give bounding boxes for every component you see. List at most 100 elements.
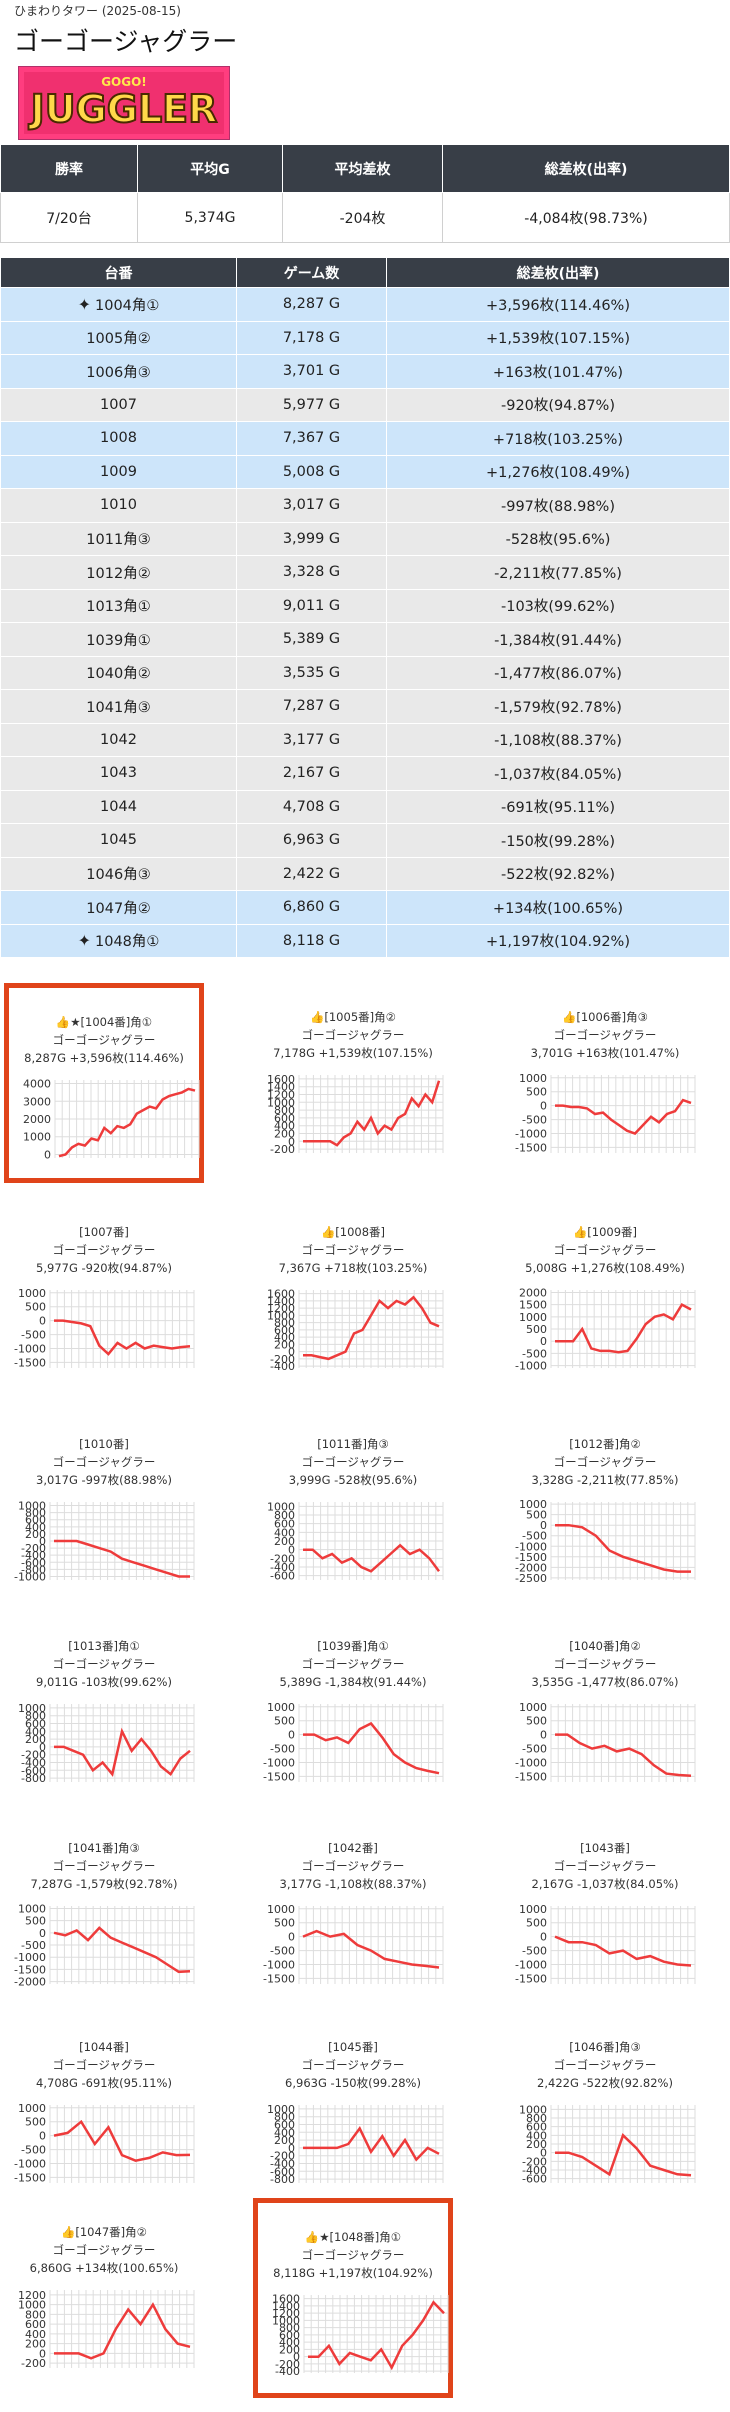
- machine-chart-card[interactable]: [1010番] ゴーゴージャグラー 3,017G -997枚(88.98%) 1000…: [4, 1410, 204, 1610]
- machine-chart-card[interactable]: [1011番]角③ ゴーゴージャグラー 3,999G -528枚(95.6%) 100…: [253, 1410, 453, 1610]
- machine-chart-card[interactable]: 👍[1005番]角② ゴーゴージャグラー 7,178G +1,539枚(107.15…: [253, 983, 453, 1183]
- y-tick-label: -400: [21, 1549, 46, 1562]
- y-tick-label: 0: [540, 1335, 547, 1348]
- table-row[interactable]: 1010 3,017 G -997枚(88.98%): [0, 488, 730, 523]
- y-tick-label: 1000: [272, 2314, 300, 2327]
- machine-number-cell: 1045: [0, 823, 237, 858]
- summary-header-winrate: 勝率: [0, 144, 138, 193]
- summary-table: 勝率 平均G 平均差枚 総差枚(出率) 7/20台 5,374G -204枚 -…: [0, 144, 730, 243]
- machine-chart-card[interactable]: 👍★[1004番]角① ゴーゴージャグラー 8,287G +3,596枚(114.4…: [4, 983, 204, 1183]
- machine-diff: -1,477枚(86.07%): [386, 655, 730, 690]
- table-row[interactable]: 1008 7,367 G +718枚(103.25%): [0, 421, 730, 456]
- table-row[interactable]: 1012角② 3,328 G -2,211枚(77.85%): [0, 555, 730, 590]
- table-row[interactable]: 1005角② 7,178 G +1,539枚(107.15%): [0, 320, 730, 355]
- machine-diff: -920枚(94.87%): [386, 387, 730, 422]
- series-line: [555, 2133, 692, 2177]
- machine-chart-card[interactable]: [1046番]角③ ゴーゴージャグラー 2,422G -522枚(92.82%) 10…: [505, 2013, 705, 2213]
- machine-number-cell: 1013角①: [0, 588, 237, 623]
- machine-games: 2,167 G: [236, 756, 387, 791]
- y-tick-label: 4000: [23, 1078, 51, 1091]
- series-line: [303, 2125, 440, 2162]
- table-row[interactable]: ✦ 1048角① 8,118 G +1,197枚(104.92%): [0, 923, 730, 958]
- y-tick-label: 1000: [267, 1500, 295, 1513]
- table-row[interactable]: 1041角③ 7,287 G -1,579枚(92.78%): [0, 689, 730, 724]
- y-tick-label: -600: [270, 2165, 295, 2178]
- table-row[interactable]: 1007 5,977 G -920枚(94.87%): [0, 387, 730, 422]
- table-row[interactable]: 1042 3,177 G -1,108枚(88.37%): [0, 722, 730, 757]
- y-tick-label: 400: [274, 1120, 295, 1133]
- machine-number: 1009: [100, 463, 137, 480]
- summary-header-avg-diff: 平均差枚: [282, 144, 443, 193]
- summary-avg-diff: -204枚: [282, 192, 443, 243]
- machine-chart-card[interactable]: [1007番] ゴーゴージャグラー 5,977G -920枚(94.87%) 1000…: [4, 1198, 204, 1398]
- y-tick-label: -1000: [14, 1343, 46, 1356]
- table-row[interactable]: 1046角③ 2,422 G -522枚(92.82%): [0, 856, 730, 891]
- machine-games: 7,287 G: [236, 689, 387, 724]
- table-row[interactable]: 1045 6,963 G -150枚(99.28%): [0, 823, 730, 858]
- y-tick-label: 1400: [267, 1081, 295, 1094]
- table-row[interactable]: 1011角③ 3,999 G -528枚(95.6%): [0, 521, 730, 556]
- chart-title: [1010番]: [79, 1437, 129, 1451]
- y-tick-label: -2000: [14, 1976, 46, 1989]
- y-tick-label: -2500: [515, 1572, 547, 1585]
- y-tick-label: 600: [279, 2329, 300, 2342]
- chart-stats: 9,011G -103枚(99.62%): [36, 1675, 172, 1689]
- y-tick-label: 500: [274, 1917, 295, 1930]
- machine-diff: -1,037枚(84.05%): [386, 756, 730, 791]
- machine-games: 3,535 G: [236, 655, 387, 690]
- chart-stats: 3,177G -1,108枚(88.37%): [279, 1877, 427, 1891]
- chart-title: [1012番]角②: [569, 1437, 641, 1451]
- y-tick-label: 1400: [272, 2300, 300, 2313]
- y-tick-label: 2000: [23, 1113, 51, 1126]
- y-tick-label: 600: [274, 1518, 295, 1531]
- chart-title: 👍[1008番]: [320, 1225, 386, 1239]
- y-tick-label: -200: [275, 2358, 300, 2371]
- machine-chart-card[interactable]: 👍[1008番] ゴーゴージャグラー 7,367G +718枚(103.25%) 16…: [253, 1198, 453, 1398]
- chart-subtitle: ゴーゴージャグラー: [553, 1455, 657, 1469]
- y-tick-label: 400: [25, 2328, 46, 2341]
- chart-subtitle: ゴーゴージャグラー: [553, 1243, 657, 1257]
- machine-games: 9,011 G: [236, 588, 387, 623]
- table-row[interactable]: 1044 4,708 G -691枚(95.11%): [0, 789, 730, 824]
- table-row[interactable]: 1013角① 9,011 G -103枚(99.62%): [0, 588, 730, 623]
- machine-chart-card[interactable]: [1012番]角② ゴーゴージャグラー 3,328G -2,211枚(77.85%)…: [505, 1410, 705, 1610]
- machine-chart-card[interactable]: [1013番]角① ゴーゴージャグラー 9,011G -103枚(99.62%) 10…: [4, 1612, 204, 1812]
- y-tick-label: 1000: [519, 1903, 547, 1916]
- chart-subtitle: ゴーゴージャグラー: [52, 1033, 156, 1047]
- y-tick-label: 200: [274, 1535, 295, 1548]
- chart-stats: 5,008G +1,276枚(108.49%): [525, 1261, 685, 1275]
- chart-title: [1011番]角③: [317, 1437, 389, 1451]
- machine-chart-card[interactable]: [1039番]角① ゴーゴージャグラー 5,389G -1,384枚(91.44%)…: [253, 1612, 453, 1812]
- y-tick-label: 800: [25, 2308, 46, 2321]
- table-row[interactable]: 1047角② 6,860 G +134枚(100.65%): [0, 890, 730, 925]
- table-row[interactable]: 1039角① 5,389 G -1,384枚(91.44%): [0, 622, 730, 657]
- machine-games: 7,367 G: [236, 421, 387, 456]
- machine-number: 1042: [100, 731, 137, 748]
- machine-chart-card[interactable]: 👍[1006番]角③ ゴーゴージャグラー 3,701G +163枚(101.47%)…: [505, 983, 705, 1183]
- table-row[interactable]: 1009 5,008 G +1,276枚(108.49%): [0, 454, 730, 489]
- machine-chart-card[interactable]: [1042番] ゴーゴージャグラー 3,177G -1,108枚(88.37%) 10…: [253, 1814, 453, 2014]
- table-row[interactable]: ✦ 1004角① 8,287 G +3,596枚(114.46%): [0, 287, 730, 322]
- machine-chart-card[interactable]: [1045番] ゴーゴージャグラー 6,963G -150枚(99.28%) 1000…: [253, 2013, 453, 2213]
- y-tick-label: 400: [274, 1331, 295, 1344]
- machine-chart-card[interactable]: [1040番]角② ゴーゴージャグラー 3,535G -1,477枚(86.07%)…: [505, 1612, 705, 1812]
- chart-stats: 6,860G +134枚(100.65%): [29, 2261, 179, 2275]
- table-row[interactable]: 1043 2,167 G -1,037枚(84.05%): [0, 756, 730, 791]
- machine-chart-card[interactable]: [1044番] ゴーゴージャグラー 4,708G -691枚(95.11%) 1000…: [4, 2013, 204, 2213]
- machine-chart-card[interactable]: [1043番] ゴーゴージャグラー 2,167G -1,037枚(84.05%) 10…: [505, 1814, 705, 2014]
- y-tick-label: 600: [274, 1324, 295, 1337]
- machine-chart-card[interactable]: [1041番]角③ ゴーゴージャグラー 7,287G -1,579枚(92.78%)…: [4, 1814, 204, 2014]
- table-row[interactable]: 1006角③ 3,701 G +163枚(101.47%): [0, 354, 730, 389]
- machine-chart-card[interactable]: 👍★[1048番]角① ゴーゴージャグラー 8,118G +1,197枚(104.9…: [253, 2198, 453, 2398]
- y-tick-label: 1600: [267, 1288, 295, 1301]
- y-tick-label: 200: [274, 1338, 295, 1351]
- machine-chart-card[interactable]: 👍[1047番]角② ゴーゴージャグラー 6,860G +134枚(100.65%)…: [4, 2198, 204, 2398]
- table-row[interactable]: 1040角② 3,535 G -1,477枚(86.07%): [0, 655, 730, 690]
- machine-number-cell: 1039角①: [0, 622, 237, 657]
- machine-chart-card[interactable]: 👍[1009番] ゴーゴージャグラー 5,008G +1,276枚(108.49%)…: [505, 1198, 705, 1398]
- chart-subtitle: ゴーゴージャグラー: [52, 1243, 156, 1257]
